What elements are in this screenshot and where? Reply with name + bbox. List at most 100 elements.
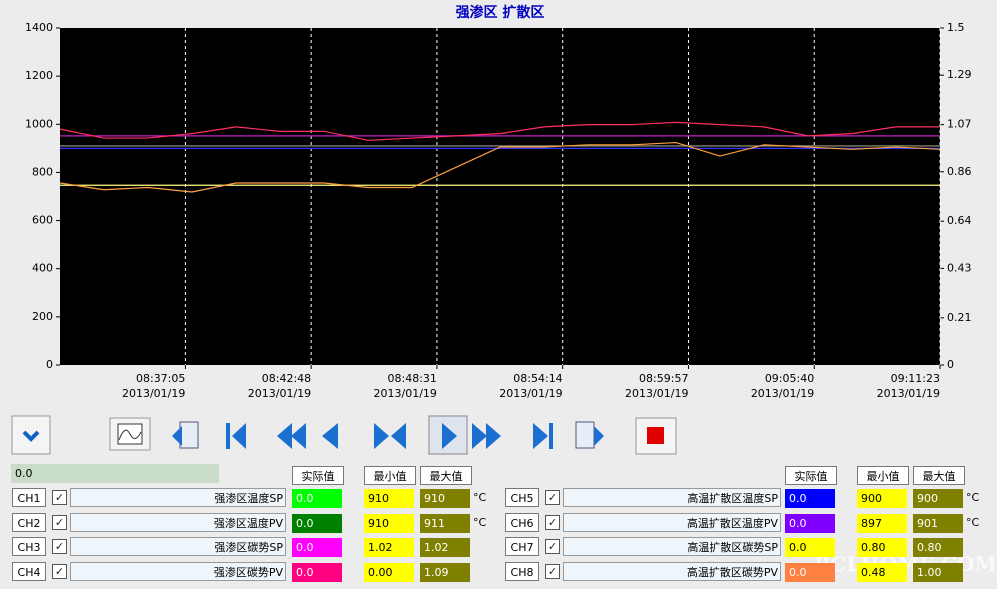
y-tick-label: 600 bbox=[32, 214, 53, 227]
channel-checkbox[interactable]: ✓ bbox=[52, 539, 67, 554]
channel-id[interactable]: CH7 bbox=[505, 537, 539, 556]
channel-checkbox[interactable]: ✓ bbox=[52, 563, 67, 579]
column-header: 最大值 bbox=[913, 466, 965, 485]
y2-tick-label: 1.29 bbox=[947, 68, 972, 81]
y-tick-label: 800 bbox=[32, 165, 53, 178]
x-tick-date: 2013/01/19 bbox=[877, 387, 940, 400]
channel-id[interactable]: CH8 bbox=[505, 561, 539, 581]
channel-id[interactable]: CH3 bbox=[12, 537, 46, 556]
max-value: 1.00 bbox=[913, 562, 963, 582]
max-value: 910 bbox=[420, 489, 470, 508]
unit: °C bbox=[473, 515, 487, 529]
x-tick-label: 09:05:40 bbox=[765, 372, 814, 385]
y2-tick-label: 1.07 bbox=[947, 118, 972, 131]
channel-name: 高温扩散区温度PV bbox=[563, 512, 781, 532]
x-tick-label: 08:48:31 bbox=[388, 372, 437, 385]
column-header: 最大值 bbox=[420, 466, 472, 485]
channel-name: 高温扩散区温度SP bbox=[563, 488, 781, 507]
min-value: 1.02 bbox=[364, 538, 414, 557]
max-value: 901 bbox=[913, 513, 963, 533]
x-tick-date: 2013/01/19 bbox=[374, 387, 437, 400]
unit: °C bbox=[966, 491, 980, 504]
channel-checkbox[interactable]: ✓ bbox=[52, 514, 67, 530]
column-header: 最小值 bbox=[857, 466, 909, 485]
channel-id[interactable]: CH5 bbox=[505, 488, 539, 507]
nav-buttons[interactable] bbox=[172, 415, 604, 455]
min-value: 897 bbox=[857, 513, 907, 533]
x-tick-date: 2013/01/19 bbox=[122, 387, 185, 400]
column-header: 实际值 bbox=[292, 466, 344, 485]
column-header: 最小值 bbox=[364, 466, 416, 485]
y-tick-label: 1400 bbox=[25, 21, 53, 34]
x-tick-label: 08:54:14 bbox=[513, 372, 562, 385]
channel-checkbox[interactable]: ✓ bbox=[545, 514, 560, 530]
y-tick-label: 1000 bbox=[25, 117, 53, 130]
channel-id[interactable]: CH2 bbox=[12, 512, 46, 532]
max-value: 1.02 bbox=[420, 538, 470, 557]
x-tick-label: 08:37:05 bbox=[136, 372, 185, 385]
max-value: 1.09 bbox=[420, 562, 470, 582]
y-tick-label: 200 bbox=[32, 310, 53, 323]
channel-name: 强渗区温度PV bbox=[70, 512, 286, 532]
unit: °C bbox=[473, 491, 487, 504]
x-tick-label: 08:42:48 bbox=[262, 372, 311, 385]
actual-value: 0.0 bbox=[785, 489, 835, 508]
actual-value: 0.0 bbox=[785, 562, 835, 582]
channel-name: 强渗区碳势PV bbox=[70, 561, 286, 581]
max-value: 911 bbox=[420, 513, 470, 533]
min-value: 910 bbox=[364, 513, 414, 533]
x-tick-date: 2013/01/19 bbox=[248, 387, 311, 400]
x-tick-label: 09:11:23 bbox=[891, 372, 940, 385]
chart-title: 强渗区 扩散区 bbox=[456, 4, 545, 21]
y2-tick-label: 0 bbox=[947, 358, 954, 371]
y2-tick-label: 1.5 bbox=[947, 21, 965, 34]
min-value: 0.48 bbox=[857, 562, 907, 582]
channel-name: 强渗区碳势SP bbox=[70, 537, 286, 556]
actual-value: 0.0 bbox=[292, 489, 342, 508]
min-value: 0.80 bbox=[857, 538, 907, 557]
actual-value: 0.0 bbox=[292, 562, 342, 582]
x-tick-date: 2013/01/19 bbox=[625, 387, 688, 400]
plot-area bbox=[60, 28, 940, 365]
min-value: 910 bbox=[364, 489, 414, 508]
min-value: 900 bbox=[857, 489, 907, 508]
channel-name: 强渗区温度SP bbox=[70, 488, 286, 507]
series-line bbox=[59, 141, 941, 193]
stop-button[interactable] bbox=[635, 417, 677, 455]
channel-id[interactable]: CH4 bbox=[12, 561, 46, 581]
series-line bbox=[59, 121, 940, 141]
y2-tick-label: 0.21 bbox=[947, 311, 972, 324]
x-tick-date: 2013/01/19 bbox=[751, 387, 814, 400]
x-tick-date: 2013/01/19 bbox=[499, 387, 562, 400]
channel-checkbox[interactable]: ✓ bbox=[545, 563, 560, 579]
y-tick-label: 1200 bbox=[25, 69, 53, 82]
channel-name: 高温扩散区碳势SP bbox=[563, 537, 781, 556]
channel-id[interactable]: CH6 bbox=[505, 512, 539, 532]
chart-button[interactable] bbox=[109, 417, 151, 451]
channel-checkbox[interactable]: ✓ bbox=[52, 490, 67, 505]
y2-tick-label: 0.86 bbox=[947, 165, 972, 178]
progress-bar: 0.0 bbox=[11, 464, 219, 483]
actual-value: 0.0 bbox=[292, 513, 342, 533]
actual-value: 0.0 bbox=[292, 538, 342, 557]
max-value: 0.80 bbox=[913, 538, 963, 557]
x-tick-label: 08:59:57 bbox=[639, 372, 688, 385]
channel-id[interactable]: CH1 bbox=[12, 488, 46, 507]
toolbar bbox=[11, 415, 677, 455]
actual-value: 0.0 bbox=[785, 538, 835, 557]
chart: 强渗区 扩散区 0 200 400 600 800 1000 1200 1400 0 0.21 0.… bbox=[25, 4, 972, 400]
max-value: 900 bbox=[913, 489, 963, 508]
channel-checkbox[interactable]: ✓ bbox=[545, 539, 560, 554]
y2-tick-label: 0.64 bbox=[947, 214, 972, 227]
y2-tick-label: 0.43 bbox=[947, 261, 972, 274]
column-header: 实际值 bbox=[785, 466, 837, 485]
channel-name: 高温扩散区碳势PV bbox=[563, 561, 781, 581]
collapse-button[interactable] bbox=[11, 415, 51, 455]
y-tick-label: 0 bbox=[46, 358, 53, 371]
unit: °C bbox=[966, 515, 980, 529]
min-value: 0.00 bbox=[364, 562, 414, 582]
y-tick-label: 400 bbox=[32, 262, 53, 275]
channel-checkbox[interactable]: ✓ bbox=[545, 490, 560, 505]
actual-value: 0.0 bbox=[785, 513, 835, 533]
